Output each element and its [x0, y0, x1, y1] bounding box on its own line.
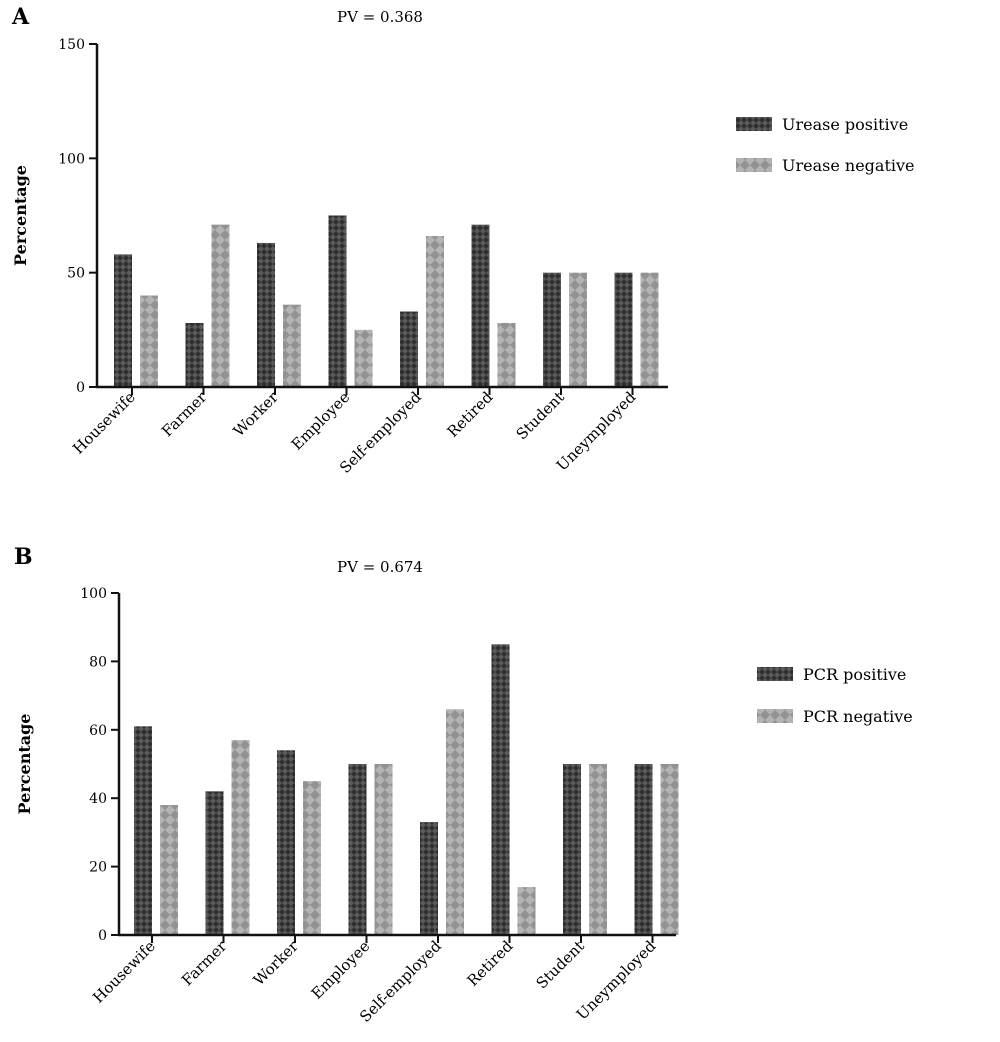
x-tick-label: Housewife — [89, 937, 159, 1007]
bar-self-employed-positive — [420, 822, 438, 935]
legend-label: Urease positive — [782, 115, 908, 134]
y-axis-label: Percentage — [15, 714, 34, 815]
x-tick-label: Farmer — [158, 388, 211, 441]
p-value-label: PV = 0.674 — [337, 558, 423, 576]
x-tick-label: Employee — [288, 388, 354, 454]
bar-housewife-negative — [160, 805, 178, 935]
y-tick-label: 100 — [58, 151, 85, 167]
bar-housewife-positive — [114, 254, 132, 387]
bar-employee-positive — [328, 215, 347, 387]
y-tick-label: 50 — [67, 266, 85, 282]
legend-swatch — [736, 117, 772, 131]
y-tick-label: 100 — [80, 586, 107, 602]
bar-housewife-positive — [134, 726, 152, 935]
y-tick-label: 20 — [89, 860, 107, 876]
y-axis-label: Percentage — [11, 165, 30, 266]
bar-uneymployed-positive — [614, 272, 633, 387]
x-tick-label: Farmer — [178, 937, 231, 990]
p-value-label: PV = 0.368 — [337, 8, 423, 26]
legend-label: PCR negative — [803, 707, 913, 726]
legend-swatch — [757, 667, 793, 681]
panel-letter: B — [14, 544, 33, 570]
bar-self-employed-negative — [446, 709, 464, 935]
bar-employee-negative — [374, 764, 393, 935]
bar-retired-negative — [517, 887, 536, 935]
x-tick-label: Retired — [444, 388, 497, 441]
x-tick-label: Worker — [230, 388, 283, 441]
bar-uneymployed-negative — [660, 764, 679, 935]
bar-worker-negative — [303, 781, 321, 935]
y-tick-label: 40 — [89, 791, 107, 807]
legend-swatch — [736, 158, 772, 172]
y-tick-label: 0 — [98, 928, 107, 944]
x-tick-label: Student — [513, 388, 568, 443]
bar-retired-positive — [491, 644, 510, 935]
legend-label: Urease negative — [782, 156, 915, 175]
bar-worker-positive — [257, 242, 275, 387]
bar-farmer-negative — [231, 740, 250, 935]
x-tick-label: Employee — [308, 937, 374, 1003]
chart-panel-a: A PV = 0.368 Percentage 0 50 100 150 Housewife F… — [11, 4, 915, 477]
bar-farmer-positive — [205, 791, 224, 935]
bar-housewife-negative — [140, 295, 158, 387]
bar-worker-negative — [283, 304, 301, 387]
chart-panel-b: B PV = 0.674 Percentage 0 20 40 60 80 100 Housewi… — [14, 544, 913, 1026]
bar-self-employed-negative — [426, 236, 444, 387]
x-tick-label: Housewife — [69, 388, 139, 458]
bar-student-positive — [543, 272, 561, 387]
bar-farmer-positive — [185, 322, 204, 387]
bar-student-negative — [569, 272, 587, 387]
bar-employee-positive — [348, 764, 367, 935]
bar-retired-negative — [497, 322, 516, 387]
bar-uneymployed-negative — [640, 272, 659, 387]
bar-farmer-negative — [211, 224, 230, 387]
bar-retired-positive — [471, 224, 490, 387]
panel-letter: A — [11, 4, 30, 30]
bar-self-employed-positive — [400, 311, 418, 387]
bar-student-negative — [589, 764, 607, 935]
x-tick-label: Student — [533, 937, 588, 992]
bar-employee-negative — [354, 329, 373, 387]
x-tick-label: Worker — [250, 937, 303, 990]
y-tick-label: 0 — [76, 380, 85, 396]
bar-worker-positive — [277, 750, 295, 935]
y-tick-label: 60 — [89, 723, 107, 739]
legend-label: PCR positive — [803, 665, 906, 684]
y-tick-label: 80 — [89, 654, 107, 670]
bar-student-positive — [563, 764, 581, 935]
legend-swatch — [757, 709, 793, 723]
x-tick-label: Retired — [464, 937, 517, 990]
bar-uneymployed-positive — [634, 764, 653, 935]
y-tick-label: 150 — [58, 37, 85, 53]
